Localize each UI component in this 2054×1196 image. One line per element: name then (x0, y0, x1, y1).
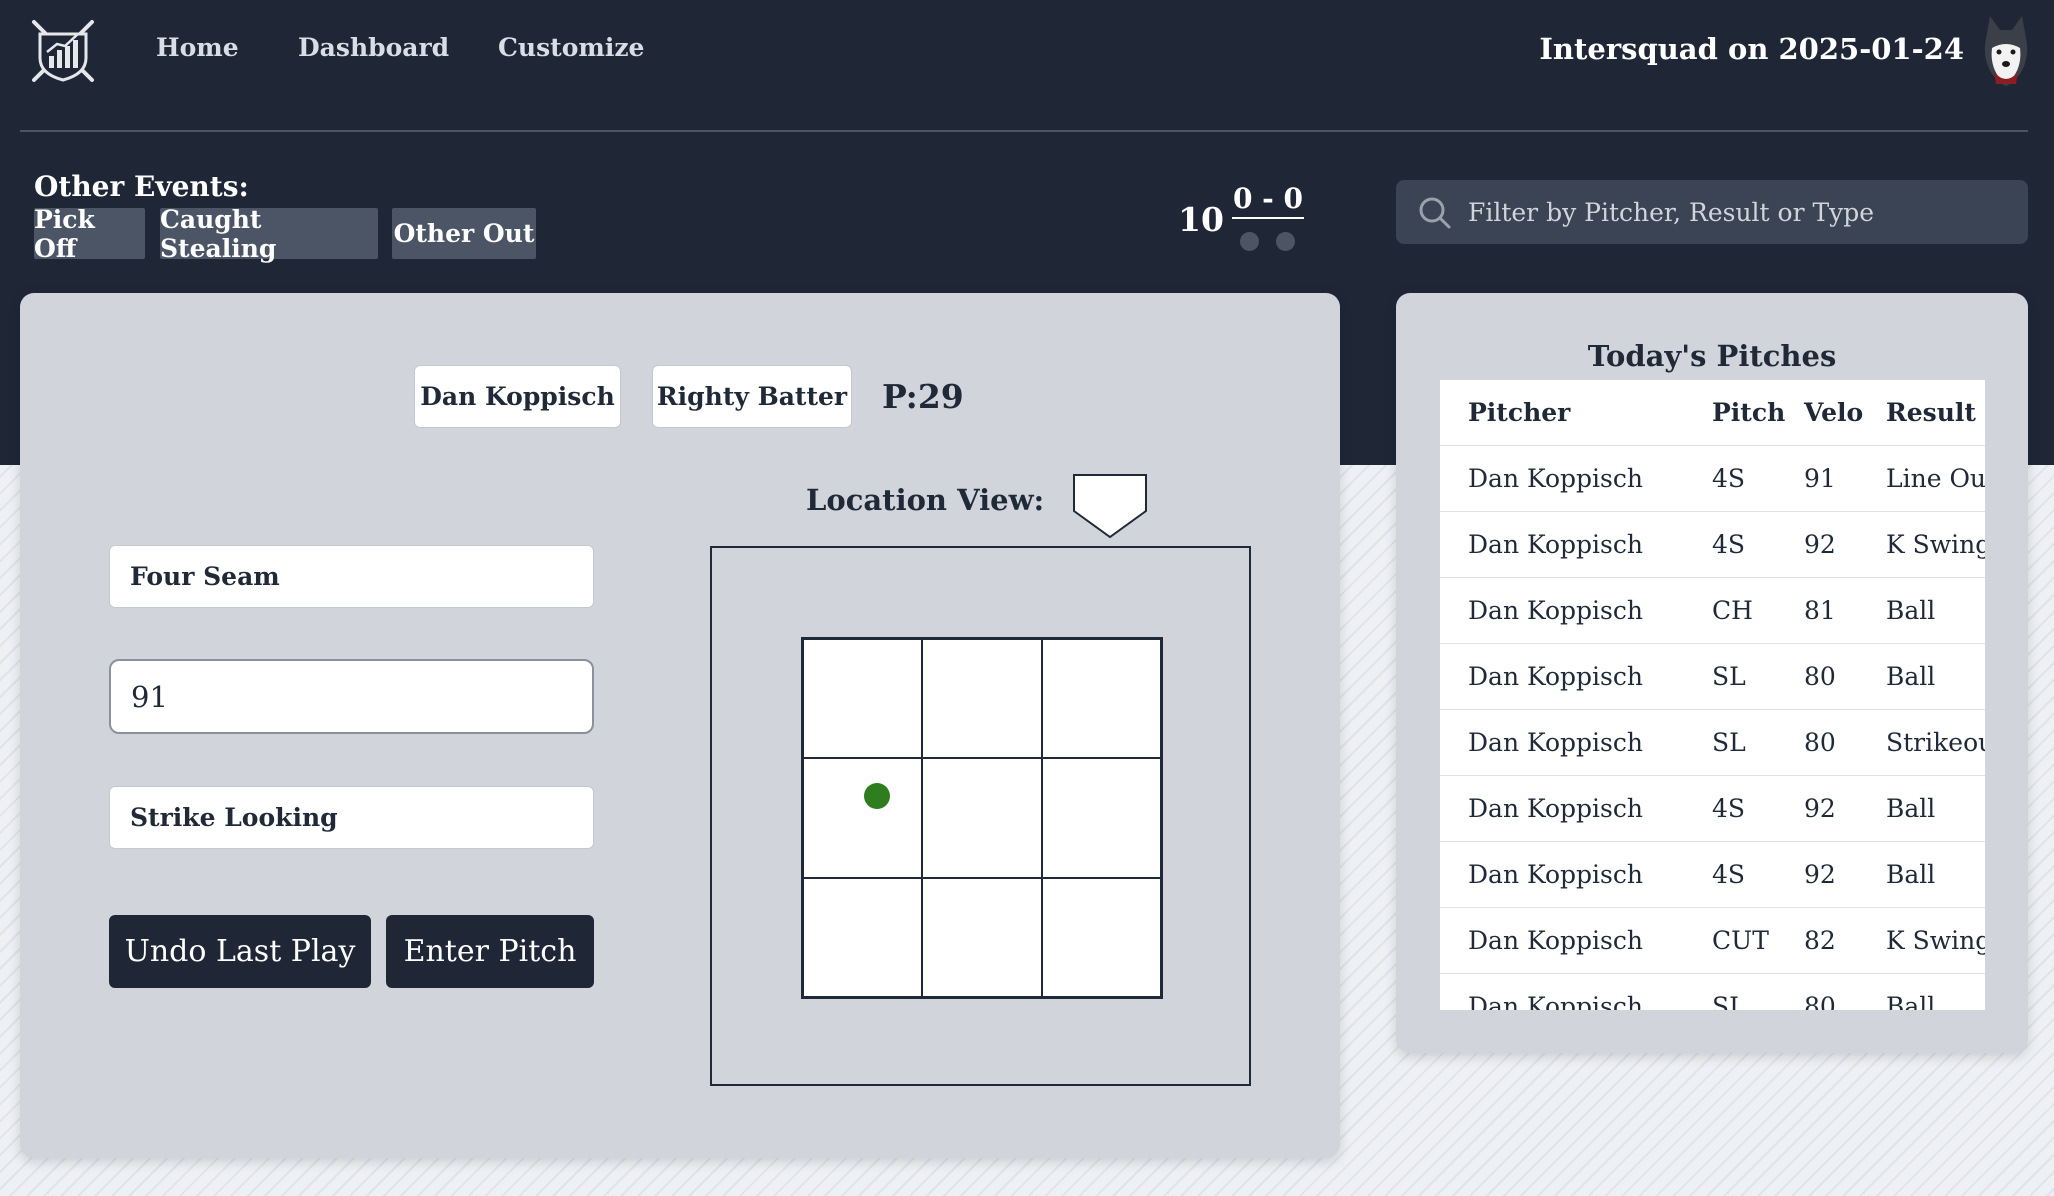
table-cell: Dan Koppisch (1468, 860, 1643, 889)
zone-cell[interactable] (1041, 877, 1161, 997)
column-header: Pitcher (1468, 398, 1571, 427)
table-cell: Dan Koppisch (1468, 728, 1643, 757)
enter-pitch-button[interactable]: Enter Pitch (386, 915, 594, 988)
table-cell: Ball (1886, 596, 1936, 625)
strike-zone-grid (801, 637, 1163, 999)
table-cell: Ball (1886, 860, 1936, 889)
zone-cell[interactable] (922, 758, 1042, 878)
table-row[interactable]: Dan Koppisch SL 80 Strikeout (1440, 710, 1985, 776)
pitches-table[interactable]: Pitcher Pitch Velo Result Dan Koppisch 4S… (1440, 380, 1985, 1010)
table-cell: 81 (1804, 596, 1836, 625)
table-cell: Ball (1886, 992, 1936, 1010)
ball-strike-count: 0 - 0 (1232, 182, 1304, 219)
table-cell: K Swing (1886, 530, 1985, 559)
table-cell: Dan Koppisch (1468, 794, 1643, 823)
table-cell: Dan Koppisch (1468, 926, 1643, 955)
pitch-entry-card: Dan Koppisch Righty Batter P:29 Four Sea… (20, 293, 1340, 1158)
table-cell: Line Out (1886, 464, 1985, 493)
table-cell: 80 (1804, 992, 1836, 1010)
table-cell: Ball (1886, 662, 1936, 691)
table-cell: 80 (1804, 728, 1836, 757)
todays-pitches-title: Today's Pitches (1587, 339, 1837, 373)
zone-cell[interactable] (922, 877, 1042, 997)
table-row[interactable]: Dan Koppisch 4S 92 K Swing (1440, 512, 1985, 578)
out-indicator (1240, 232, 1259, 251)
table-cell: 92 (1804, 530, 1836, 559)
table-row[interactable]: Dan Koppisch SL 80 Ball (1440, 974, 1985, 1010)
pitch-type-select[interactable]: Four Seam (109, 545, 594, 608)
mascot-icon (1984, 16, 2028, 86)
table-cell: Dan Koppisch (1468, 992, 1643, 1010)
table-cell: Dan Koppisch (1468, 596, 1643, 625)
search-icon (1419, 197, 1451, 229)
column-header: Velo (1804, 398, 1864, 427)
undo-last-play-button[interactable]: Undo Last Play (109, 915, 371, 988)
table-row[interactable]: Dan Koppisch CUT 82 K Swing (1440, 908, 1985, 974)
column-header: Pitch (1712, 398, 1786, 427)
other-events-label: Other Events: (34, 170, 249, 203)
table-cell: 82 (1804, 926, 1836, 955)
nav-customize[interactable]: Customize (498, 33, 645, 62)
nav-divider (20, 130, 2028, 132)
zone-cell[interactable] (1041, 639, 1161, 759)
table-cell: SL (1712, 992, 1746, 1010)
home-plate-icon (1073, 474, 1147, 539)
table-row[interactable]: Dan Koppisch 4S 92 Ball (1440, 842, 1985, 908)
table-cell: Ball (1886, 794, 1936, 823)
table-cell: 4S (1712, 530, 1746, 559)
batter-select[interactable]: Righty Batter (652, 365, 852, 428)
inning-number: 10 (1178, 200, 1224, 239)
todays-pitches-card: Today's Pitches Pitcher Pitch Velo Resul… (1396, 293, 2028, 1053)
table-cell: 4S (1712, 794, 1746, 823)
table-row[interactable]: Dan Koppisch 4S 92 Ball (1440, 776, 1985, 842)
table-cell: SL (1712, 728, 1746, 757)
table-cell: Dan Koppisch (1468, 530, 1643, 559)
zone-cell[interactable] (803, 639, 923, 759)
table-cell: 91 (1804, 464, 1836, 493)
table-row[interactable]: Dan Koppisch SL 80 Ball (1440, 644, 1985, 710)
game-title: Intersquad on 2025-01-24 (1539, 32, 1964, 66)
pitch-location-marker[interactable] (864, 782, 890, 809)
pitch-count: P:29 (882, 377, 964, 416)
column-header: Result (1886, 398, 1976, 427)
velocity-input[interactable] (109, 659, 594, 734)
table-cell: 92 (1804, 794, 1836, 823)
other-out-button[interactable]: Other Out (392, 208, 536, 259)
caught-stealing-button[interactable]: Caught Stealing (160, 205, 378, 263)
zone-cell[interactable] (803, 877, 923, 997)
table-row[interactable]: Dan Koppisch 4S 91 Line Out (1440, 446, 1985, 512)
table-header-row: Pitcher Pitch Velo Result (1440, 380, 1985, 446)
search-input[interactable] (1468, 180, 2008, 244)
navbar: Home Dashboard Customize Intersquad on 2… (0, 0, 2054, 102)
zone-cell[interactable] (1041, 758, 1161, 878)
out-indicator (1276, 232, 1295, 251)
pitch-result-select[interactable]: Strike Looking (109, 786, 594, 849)
pitcher-select[interactable]: Dan Koppisch (414, 365, 621, 428)
search-bar (1396, 180, 2028, 244)
table-cell: Dan Koppisch (1468, 464, 1643, 493)
location-view-label: Location View: (806, 483, 1045, 517)
logo-icon[interactable] (28, 18, 98, 84)
zone-cell[interactable] (803, 758, 923, 878)
table-cell: Dan Koppisch (1468, 662, 1643, 691)
table-cell: Strikeout (1886, 728, 1985, 757)
pick-off-button[interactable]: Pick Off (34, 205, 145, 263)
table-cell: 92 (1804, 860, 1836, 889)
zone-cell[interactable] (922, 639, 1042, 759)
table-cell: K Swing (1886, 926, 1985, 955)
table-cell: SL (1712, 662, 1746, 691)
nav-dashboard[interactable]: Dashboard (298, 33, 450, 62)
table-cell: 4S (1712, 464, 1746, 493)
table-cell: 80 (1804, 662, 1836, 691)
table-cell: 4S (1712, 860, 1746, 889)
table-cell: CH (1712, 596, 1753, 625)
location-view[interactable] (710, 546, 1251, 1086)
table-row[interactable]: Dan Koppisch CH 81 Ball (1440, 578, 1985, 644)
nav-home[interactable]: Home (156, 33, 239, 62)
table-cell: CUT (1712, 926, 1769, 955)
